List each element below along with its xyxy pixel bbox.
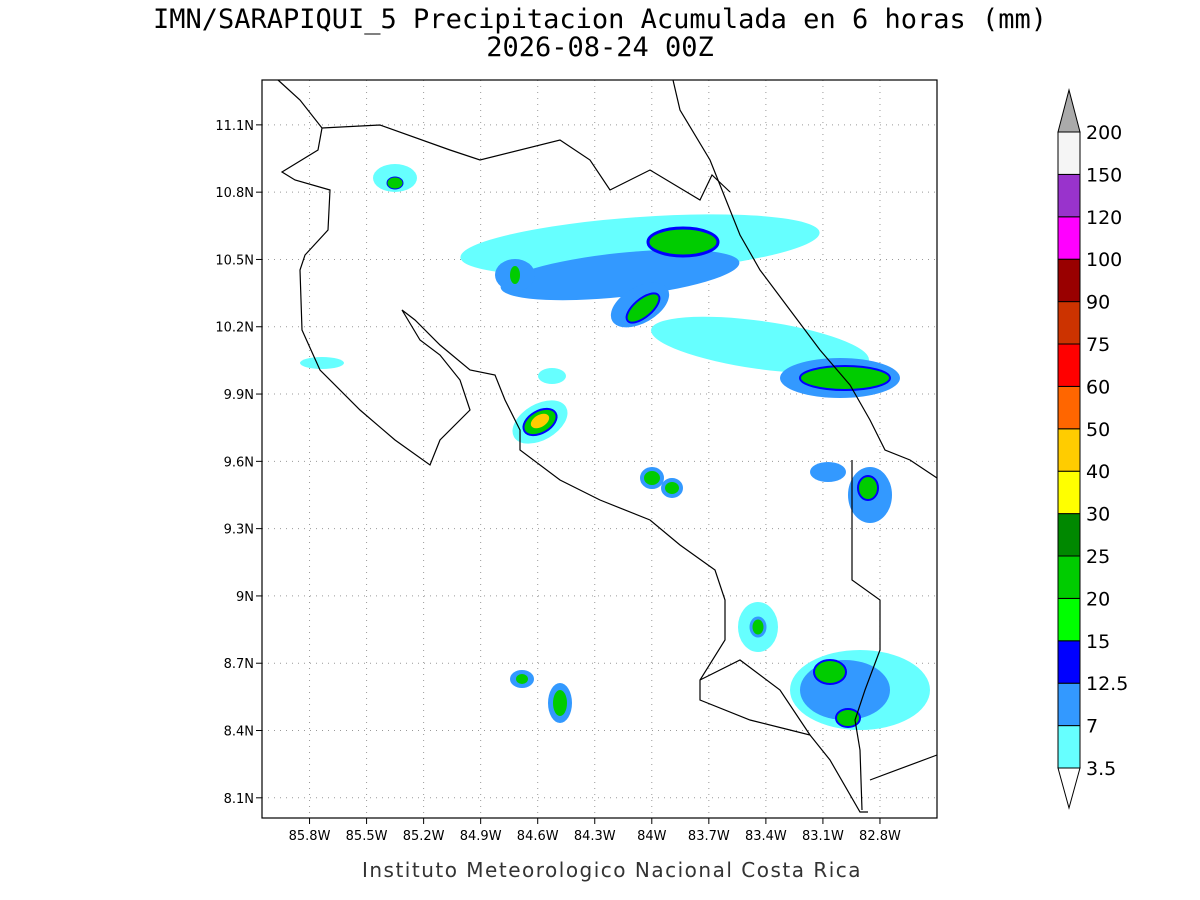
colorbar-box xyxy=(1057,725,1081,769)
x-tick-label: 82.8W xyxy=(859,829,901,844)
x-tick-label: 85.2W xyxy=(403,829,445,844)
colorbar: 3.5 7 12.5 15 20 25 30 40 50 60 75 90 100 120 150 200 xyxy=(1057,88,1128,810)
footer: Instituto Meteorologico Nacional Costa R… xyxy=(362,858,862,882)
colorbar-box xyxy=(1057,555,1081,599)
colorbar-box xyxy=(1057,597,1081,642)
panama-coast xyxy=(869,754,938,781)
colorbar-box xyxy=(1057,301,1081,345)
colorbar-box xyxy=(1057,470,1081,515)
colorbar-box xyxy=(1057,385,1081,430)
colorbar-under xyxy=(1057,767,1081,810)
precip-area xyxy=(651,316,869,374)
colorbar-box xyxy=(1057,258,1081,303)
x-tick-label: 85.5W xyxy=(346,829,388,844)
colorbar-box xyxy=(1057,216,1081,260)
colorbar-label: 50 xyxy=(1086,419,1110,441)
colorbar-label: 15 xyxy=(1086,631,1110,653)
x-tick-label: 83.4W xyxy=(745,829,787,844)
x-tick-label: 84.3W xyxy=(574,829,616,844)
title: IMN/SARAPIQUI_5 Precipitacion Acumulada … xyxy=(153,4,1047,35)
x-tick-label: 84.9W xyxy=(460,829,502,844)
subtitle: 2026-08-24 00Z xyxy=(486,32,714,63)
precip-area xyxy=(500,249,740,301)
osa-peninsula xyxy=(699,659,811,736)
colorbar-label: 60 xyxy=(1086,376,1110,398)
precip-area xyxy=(813,659,847,685)
colorbar-box xyxy=(1057,428,1081,472)
panama-border xyxy=(851,460,881,811)
y-tick-label: 9.9N xyxy=(224,388,254,403)
precip-area xyxy=(625,292,661,324)
caribbean-coast xyxy=(672,79,938,479)
precip-area xyxy=(810,462,846,482)
colorbar-label: 7 xyxy=(1086,716,1098,738)
precip-area xyxy=(553,690,567,716)
colorbar-label: 40 xyxy=(1086,461,1110,483)
colorbar-label: 20 xyxy=(1086,588,1110,610)
y-tick-label: 11.1N xyxy=(215,119,254,134)
precip-area xyxy=(516,674,528,684)
precip-area xyxy=(835,708,861,728)
x-tick-label: 83.1W xyxy=(802,829,844,844)
colorbar-over xyxy=(1057,88,1081,133)
precip-area xyxy=(538,368,566,384)
colorbar-box xyxy=(1057,343,1081,387)
y-tick-label: 10.8N xyxy=(215,186,254,201)
colorbar-label: 75 xyxy=(1086,334,1110,356)
colorbar-label: 120 xyxy=(1086,207,1122,229)
y-tick-label: 8.7N xyxy=(224,657,254,672)
x-tick-label: 84.6W xyxy=(517,829,559,844)
precip-area xyxy=(646,226,720,258)
precip-area xyxy=(857,475,879,501)
colorbar-box xyxy=(1057,682,1081,727)
colorbar-label: 200 xyxy=(1086,122,1122,144)
precipitation xyxy=(300,164,930,730)
colorbar-label: 150 xyxy=(1086,164,1122,186)
precip-area xyxy=(300,357,344,369)
precip-area xyxy=(386,176,404,190)
colorbar-label: 100 xyxy=(1086,249,1122,271)
y-tick-label: 8.1N xyxy=(224,792,254,807)
y-tick-label: 9.6N xyxy=(224,455,254,470)
y-tick-label: 9N xyxy=(236,590,254,605)
x-tick-label: 84W xyxy=(637,829,667,844)
colorbar-label: 30 xyxy=(1086,504,1110,526)
precip-area xyxy=(661,478,683,498)
colorbar-box xyxy=(1057,640,1081,684)
y-tick-label: 9.3N xyxy=(224,523,254,538)
precip-area xyxy=(530,413,550,429)
precip-area xyxy=(510,266,520,284)
colorbar-label: 90 xyxy=(1086,292,1110,314)
colorbar-box xyxy=(1057,131,1081,175)
colorbar-label: 3.5 xyxy=(1086,758,1116,780)
x-tick-label: 85.8W xyxy=(289,829,331,844)
precip-area xyxy=(749,616,767,638)
colorbar-box xyxy=(1057,513,1081,557)
colorbar-box xyxy=(1057,173,1081,218)
axis-ticks: 85.8W 85.5W 85.2W 84.9W 84.6W 84.3W 84W 83.7W 83… xyxy=(215,119,901,844)
map-frame xyxy=(261,79,938,819)
x-tick-label: 83.7W xyxy=(688,829,730,844)
colorbar-label: 25 xyxy=(1086,546,1110,568)
y-tick-label: 10.5N xyxy=(215,253,254,268)
precip-area xyxy=(640,467,664,489)
precip-area xyxy=(799,365,891,391)
colorbar-label: 12.5 xyxy=(1086,673,1128,695)
nicaragua-border xyxy=(321,124,731,201)
y-tick-label: 8.4N xyxy=(224,725,254,740)
y-tick-label: 10.2N xyxy=(215,321,254,336)
coastlines xyxy=(277,79,938,813)
